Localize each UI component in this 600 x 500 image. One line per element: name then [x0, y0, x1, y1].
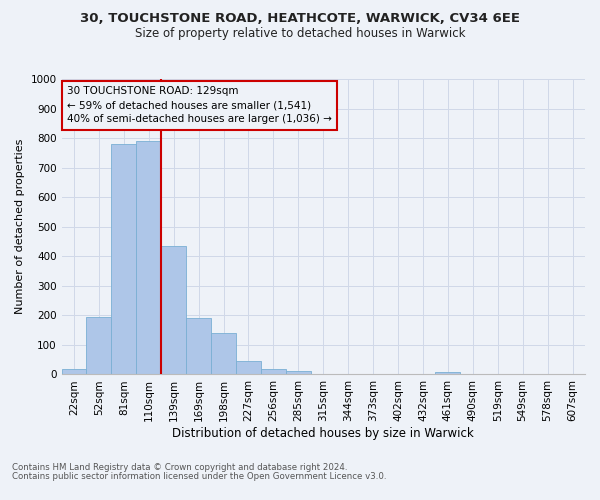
Bar	[211, 333, 236, 374]
Bar	[436, 372, 460, 374]
X-axis label: Distribution of detached houses by size in Warwick: Distribution of detached houses by size …	[172, 427, 474, 440]
Text: Contains HM Land Registry data © Crown copyright and database right 2024.: Contains HM Land Registry data © Crown c…	[12, 464, 347, 472]
Text: 30 TOUCHSTONE ROAD: 129sqm
← 59% of detached houses are smaller (1,541)
40% of s: 30 TOUCHSTONE ROAD: 129sqm ← 59% of deta…	[67, 86, 332, 124]
Bar	[236, 361, 261, 374]
Text: Contains public sector information licensed under the Open Government Licence v3: Contains public sector information licen…	[12, 472, 386, 481]
Y-axis label: Number of detached properties: Number of detached properties	[15, 139, 25, 314]
Bar	[286, 371, 311, 374]
Text: 30, TOUCHSTONE ROAD, HEATHCOTE, WARWICK, CV34 6EE: 30, TOUCHSTONE ROAD, HEATHCOTE, WARWICK,…	[80, 12, 520, 26]
Bar	[161, 246, 186, 374]
Bar	[62, 369, 86, 374]
Bar	[186, 318, 211, 374]
Bar	[86, 317, 112, 374]
Text: Size of property relative to detached houses in Warwick: Size of property relative to detached ho…	[135, 28, 465, 40]
Bar	[136, 141, 161, 374]
Bar	[261, 369, 286, 374]
Bar	[112, 144, 136, 374]
